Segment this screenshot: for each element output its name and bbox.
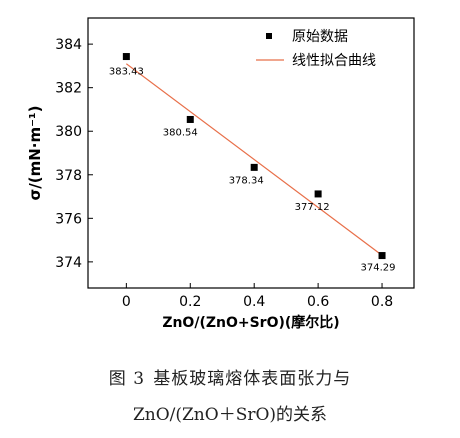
y-tick-label: 384 bbox=[55, 37, 82, 53]
y-tick-label: 380 bbox=[55, 124, 82, 140]
figure-number: 图 3 bbox=[108, 369, 146, 389]
y-axis-label: σ/(mN·m⁻¹) bbox=[26, 106, 44, 201]
x-tick-label: 0 bbox=[122, 294, 131, 310]
figure-caption-text: 基板玻璃熔体表面张力与 bbox=[153, 369, 352, 389]
data-label: 383.43 bbox=[109, 67, 144, 78]
legend-label-fit: 线性拟合曲线 bbox=[292, 53, 376, 69]
data-point bbox=[122, 53, 130, 61]
legend-marker-points bbox=[266, 33, 272, 39]
x-tick-label: 0.8 bbox=[371, 294, 393, 310]
data-label: 377.12 bbox=[295, 202, 330, 213]
data-point bbox=[250, 163, 258, 171]
y-tick-label: 376 bbox=[55, 211, 82, 227]
plot-frame bbox=[87, 17, 415, 289]
data-point bbox=[378, 252, 386, 260]
y-tick-label: 378 bbox=[55, 168, 82, 184]
x-tick-label: 0.6 bbox=[307, 294, 329, 310]
data-points-layer: 383.43 380.54 378.34 377.12 374.29 bbox=[109, 53, 396, 274]
data-point bbox=[186, 115, 194, 123]
x-axis-ticks: 0 0.2 0.4 0.6 0.8 bbox=[122, 283, 393, 310]
x-tick-label: 0.4 bbox=[243, 294, 265, 310]
figure-caption-line1: 图 3 基板玻璃熔体表面张力与 bbox=[0, 364, 460, 389]
legend-label-points: 原始数据 bbox=[292, 29, 348, 45]
data-label: 378.34 bbox=[229, 175, 264, 186]
figure-caption-line2: ZnO/(ZnO＋SrO)的关系 bbox=[132, 405, 328, 425]
y-tick-label: 374 bbox=[55, 255, 82, 271]
x-tick-label: 0.2 bbox=[179, 294, 201, 310]
data-point bbox=[314, 190, 322, 198]
fit-line-layer bbox=[125, 63, 383, 256]
y-axis-ticks: 374 376 378 380 382 384 bbox=[55, 37, 93, 271]
data-label: 374.29 bbox=[361, 263, 396, 274]
data-label: 380.54 bbox=[163, 127, 198, 138]
x-axis-label: ZnO/(ZnO+SrO)(摩尔比) bbox=[162, 314, 339, 331]
fit-line bbox=[125, 63, 383, 256]
y-tick-label: 382 bbox=[55, 81, 82, 97]
